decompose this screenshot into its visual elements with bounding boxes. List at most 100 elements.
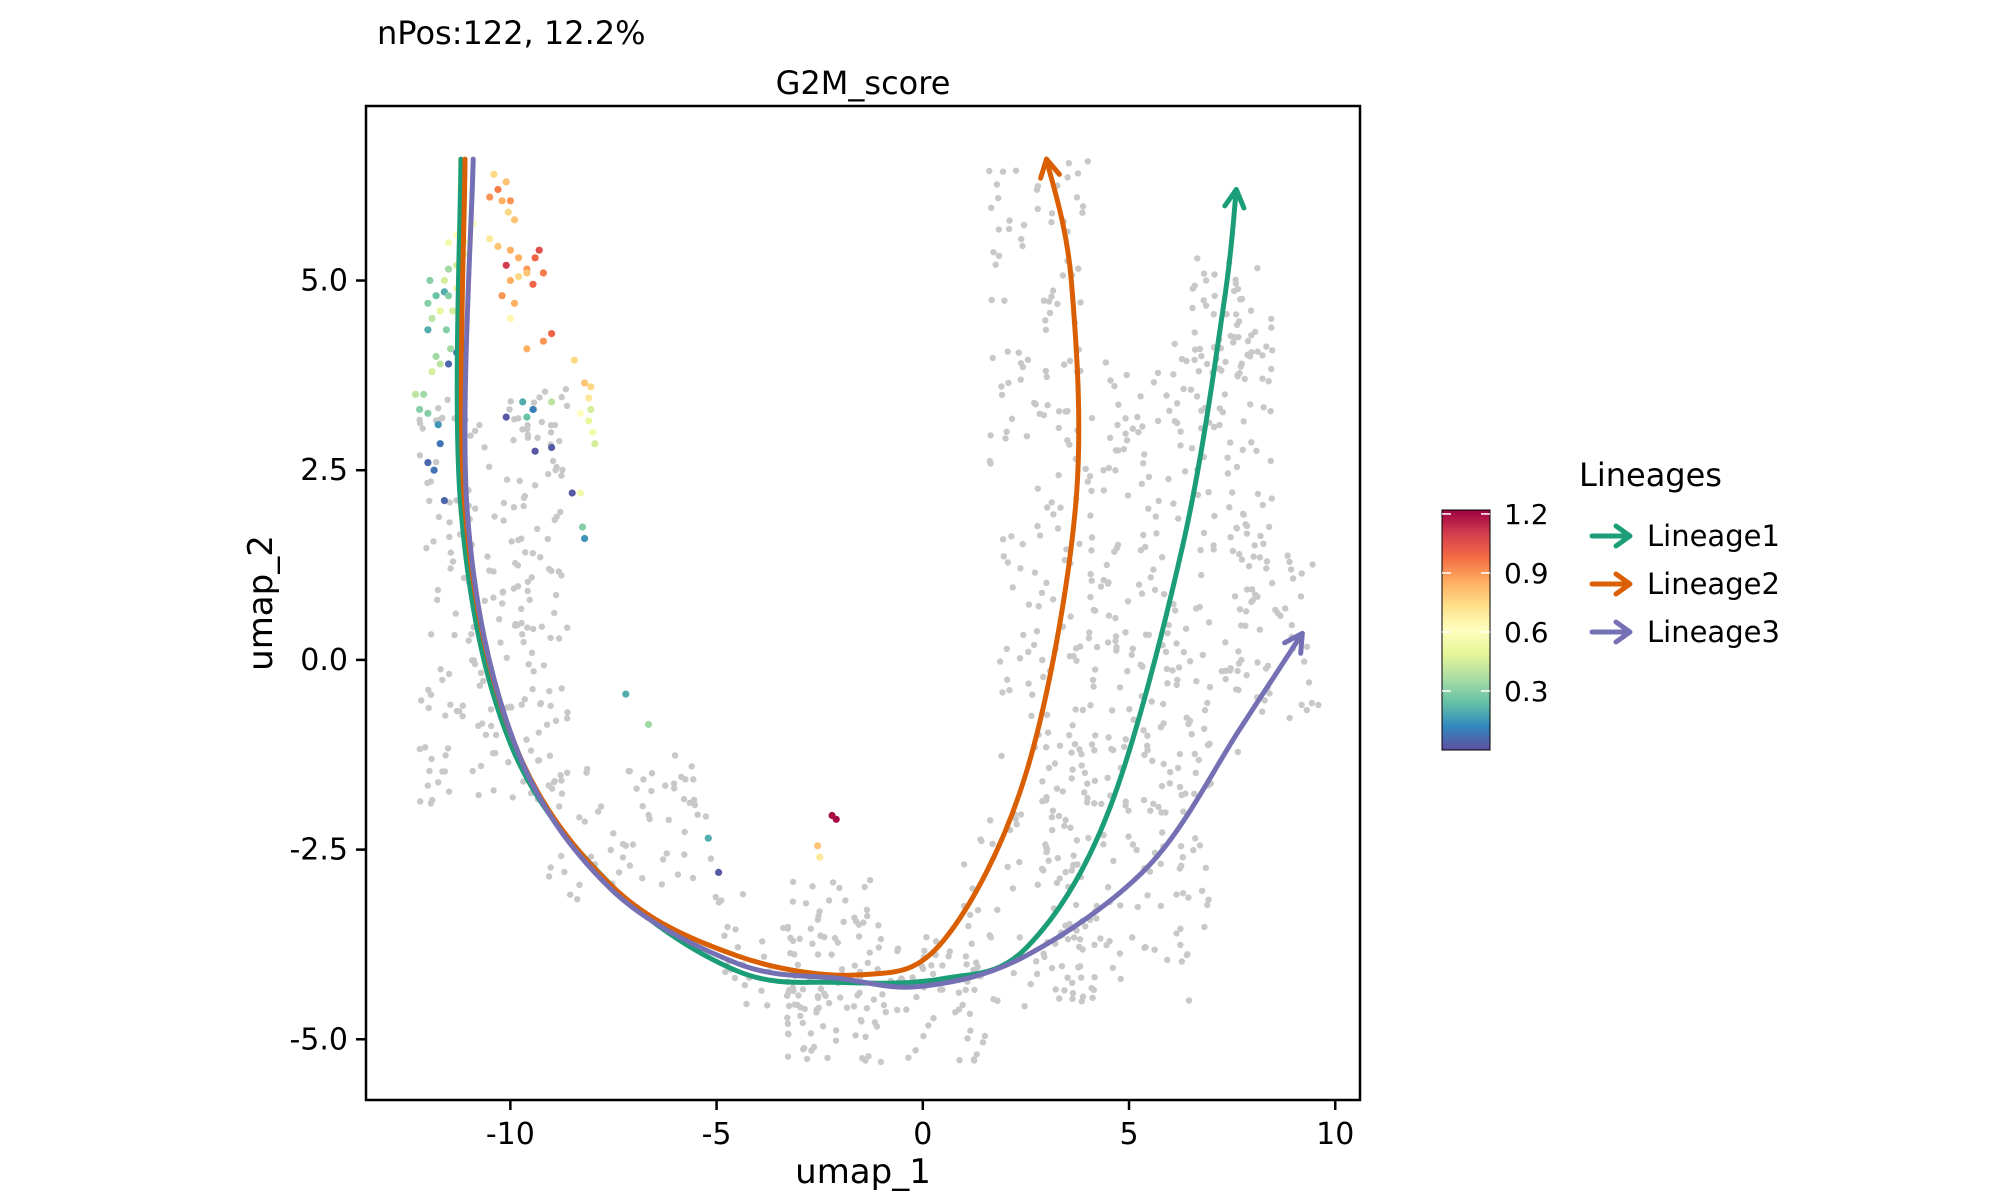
- background-point: [1267, 457, 1275, 465]
- background-point: [862, 1033, 869, 1041]
- background-point: [520, 494, 528, 502]
- background-point: [865, 1053, 872, 1060]
- background-point: [482, 731, 490, 738]
- background-point: [663, 850, 670, 857]
- background-point: [1072, 645, 1080, 652]
- background-point: [530, 625, 537, 633]
- background-point: [1079, 203, 1087, 210]
- background-point: [1089, 676, 1097, 684]
- background-point: [929, 970, 937, 978]
- y-axis: -5.0 -2.5 0.0 2.5 5.0: [289, 264, 366, 1057]
- background-point: [1195, 368, 1203, 375]
- positive-point: [506, 246, 514, 254]
- background-point: [1180, 648, 1188, 656]
- background-point: [1081, 769, 1089, 777]
- background-point: [505, 759, 512, 766]
- background-point: [1170, 371, 1177, 378]
- background-point: [1038, 865, 1046, 873]
- background-point: [491, 513, 498, 520]
- background-point: [1048, 210, 1056, 217]
- background-point: [640, 776, 647, 783]
- background-point: [1141, 451, 1148, 458]
- background-point: [535, 757, 543, 764]
- background-point: [1070, 934, 1078, 941]
- background-point: [557, 772, 564, 779]
- background-point: [1032, 401, 1039, 408]
- background-point: [809, 940, 816, 947]
- background-point: [1194, 491, 1202, 499]
- background-point: [1123, 371, 1130, 379]
- background-point: [564, 709, 571, 716]
- background-point: [1091, 747, 1098, 754]
- background-point: [1054, 854, 1062, 862]
- background-point: [1181, 468, 1189, 475]
- background-point: [1008, 415, 1016, 422]
- background-point: [1230, 339, 1237, 346]
- background-point: [439, 676, 446, 684]
- positive-point: [444, 292, 453, 300]
- background-point: [481, 444, 488, 451]
- background-point: [1029, 691, 1036, 698]
- background-point: [1150, 800, 1157, 807]
- background-point: [518, 605, 525, 612]
- background-point: [543, 721, 551, 728]
- background-point: [1145, 505, 1152, 512]
- background-point: [1122, 415, 1129, 422]
- background-point: [435, 779, 442, 786]
- background-point: [1064, 936, 1072, 943]
- background-point: [434, 596, 441, 604]
- background-point: [625, 768, 632, 775]
- positive-point: [442, 326, 450, 334]
- background-point: [1034, 881, 1042, 888]
- background-point: [715, 899, 723, 906]
- background-point: [1067, 824, 1074, 831]
- background-point: [1100, 487, 1108, 494]
- background-point: [1036, 532, 1044, 539]
- positive-point: [424, 459, 432, 467]
- background-point: [1191, 356, 1198, 364]
- background-point: [838, 966, 846, 973]
- background-point: [1183, 951, 1191, 959]
- background-point: [430, 538, 437, 545]
- background-point: [1061, 987, 1068, 994]
- background-point: [1226, 504, 1233, 511]
- background-point: [423, 544, 430, 552]
- background-point: [1173, 640, 1180, 647]
- background-point: [1166, 780, 1174, 787]
- background-point: [460, 574, 468, 582]
- background-point: [688, 763, 695, 770]
- background-point: [1158, 809, 1165, 816]
- background-point: [852, 1032, 859, 1039]
- background-point: [563, 715, 571, 722]
- background-point: [550, 778, 558, 786]
- background-point: [789, 898, 797, 905]
- background-point: [439, 414, 446, 421]
- positive-point: [576, 489, 585, 497]
- positive-point: [529, 405, 537, 414]
- background-point: [1173, 681, 1181, 689]
- background-point: [1069, 979, 1076, 986]
- background-point: [1048, 964, 1056, 972]
- background-point: [633, 785, 640, 792]
- background-point: [1105, 464, 1113, 472]
- positive-point: [428, 314, 436, 323]
- background-point: [545, 565, 553, 573]
- plot-panel: [366, 106, 1360, 1100]
- background-point: [1198, 887, 1206, 894]
- background-point: [981, 1032, 989, 1040]
- background-point: [1239, 510, 1247, 517]
- background-point: [648, 770, 656, 777]
- background-point: [1113, 544, 1121, 551]
- background-point: [1268, 579, 1276, 587]
- background-point: [537, 700, 544, 708]
- background-point: [789, 878, 797, 886]
- background-point: [1196, 842, 1204, 849]
- background-point: [829, 879, 837, 886]
- background-point: [556, 437, 563, 445]
- background-point: [799, 986, 807, 993]
- background-point: [552, 717, 560, 724]
- background-point: [1003, 428, 1010, 435]
- positive-point: [568, 489, 576, 497]
- background-point: [544, 535, 551, 543]
- background-point: [966, 1010, 974, 1017]
